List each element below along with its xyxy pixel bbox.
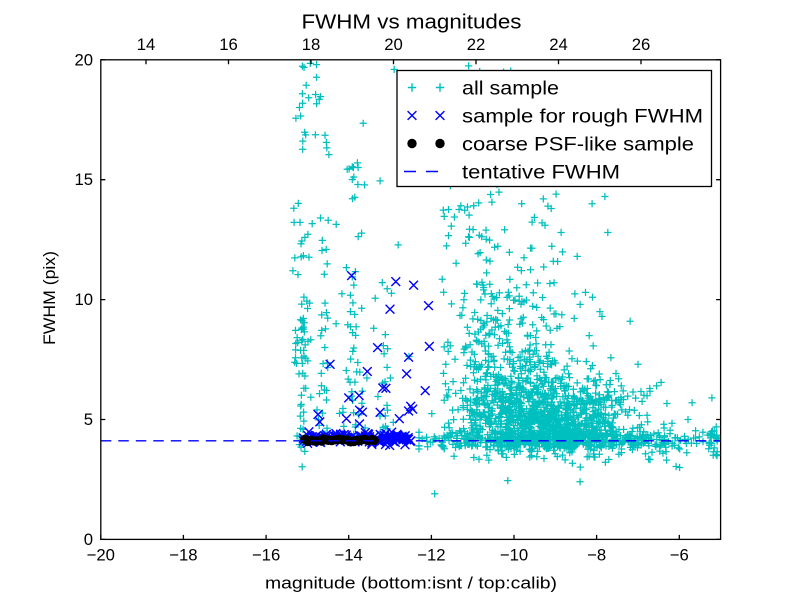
svg-text:tentative FWHM: tentative FWHM	[462, 162, 620, 184]
svg-text:16: 16	[219, 35, 238, 54]
svg-text:−14: −14	[335, 546, 363, 565]
svg-text:10: 10	[74, 290, 93, 309]
svg-text:coarse PSF-like sample: coarse PSF-like sample	[462, 134, 694, 156]
svg-text:0: 0	[84, 530, 93, 549]
svg-text:all sample: all sample	[462, 78, 559, 100]
svg-text:−8: −8	[587, 546, 606, 565]
svg-text:sample for rough FWHM: sample for rough FWHM	[462, 106, 703, 128]
svg-text:5: 5	[84, 410, 93, 429]
svg-text:18: 18	[302, 35, 321, 54]
svg-text:20: 20	[74, 50, 93, 69]
svg-text:magnitude (bottom:isnt / top:c: magnitude (bottom:isnt / top:calib)	[265, 574, 557, 593]
svg-text:FWHM vs magnitudes: FWHM vs magnitudes	[302, 12, 522, 34]
svg-text:24: 24	[549, 35, 568, 54]
svg-text:−16: −16	[252, 546, 280, 565]
svg-text:26: 26	[632, 35, 651, 54]
svg-text:−6: −6	[670, 546, 689, 565]
svg-text:20: 20	[384, 35, 403, 54]
svg-text:−18: −18	[169, 546, 197, 565]
svg-text:14: 14	[137, 35, 156, 54]
svg-text:−20: −20	[87, 546, 115, 565]
svg-text:FWHM (pix): FWHM (pix)	[40, 251, 59, 345]
svg-text:−10: −10	[500, 546, 528, 565]
svg-text:15: 15	[74, 170, 93, 189]
svg-text:22: 22	[467, 35, 486, 54]
svg-text:−12: −12	[417, 546, 445, 565]
